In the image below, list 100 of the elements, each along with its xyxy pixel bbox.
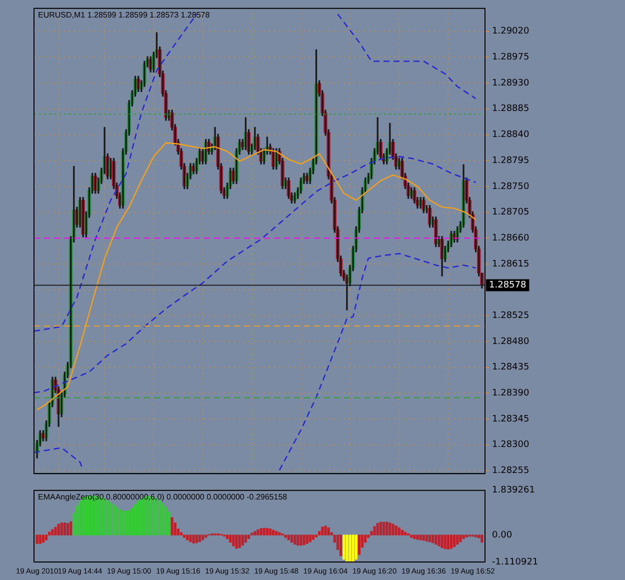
bar — [195, 534, 198, 544]
bar — [440, 534, 444, 548]
bar — [306, 534, 308, 544]
bar — [122, 510, 124, 536]
y-tick-label: 1.839261 — [492, 486, 535, 496]
y-tick-label: 1.28840 — [492, 130, 530, 140]
y-tick-label: 1.28435 — [492, 362, 530, 373]
chart-title: EURUSD,M1 1.28599 1.28599 1.28573 1.28578 — [38, 10, 210, 20]
y-tick-label: 0.00 — [492, 530, 512, 540]
y-tick-label: 1.28660 — [492, 233, 530, 244]
bar — [312, 534, 315, 540]
bar — [321, 526, 324, 536]
bar — [42, 534, 45, 543]
bar — [465, 534, 468, 538]
bar — [287, 534, 290, 540]
bar — [44, 534, 48, 540]
y-tick-label: 1.28975 — [492, 52, 530, 63]
bar — [78, 500, 82, 536]
bar — [232, 534, 235, 546]
bar — [419, 534, 422, 540]
bar — [128, 510, 130, 536]
y-tick-label: -1.110921 — [492, 557, 538, 568]
bar — [382, 522, 386, 536]
bar — [416, 534, 419, 540]
bar — [198, 534, 202, 542]
bar — [456, 534, 459, 545]
bar — [425, 534, 428, 542]
bar — [392, 524, 394, 536]
bar — [229, 534, 232, 543]
bar — [247, 534, 250, 540]
bar — [134, 504, 137, 536]
bar — [446, 534, 450, 550]
bar — [376, 523, 379, 536]
bar — [226, 534, 229, 540]
bar — [444, 534, 446, 549]
bar — [462, 534, 465, 540]
bar — [452, 534, 456, 548]
bar — [432, 534, 434, 544]
bar — [352, 534, 354, 562]
bar — [112, 504, 116, 536]
bar — [450, 534, 453, 549]
bar — [268, 528, 272, 536]
bar — [400, 530, 404, 536]
bar — [348, 534, 352, 562]
bar — [158, 500, 162, 536]
bar — [428, 534, 432, 542]
bar — [201, 534, 204, 540]
bar — [136, 500, 140, 536]
bar — [346, 534, 348, 562]
bar — [244, 534, 248, 543]
bar — [327, 527, 330, 536]
bar — [275, 531, 278, 536]
bar — [385, 522, 388, 536]
y-tick-label: 1.28885 — [492, 104, 530, 114]
bar — [398, 527, 400, 536]
bar — [339, 534, 342, 556]
bar — [342, 534, 346, 560]
bar — [266, 528, 268, 536]
bar — [183, 534, 186, 538]
bar — [354, 534, 358, 560]
bar — [272, 530, 275, 536]
bar — [434, 534, 438, 545]
bar — [66, 523, 70, 536]
y-tick-label: 1.28615 — [492, 259, 530, 270]
bar — [373, 526, 376, 536]
bar — [438, 534, 440, 546]
bar — [478, 534, 480, 538]
bar — [180, 532, 183, 536]
bar — [109, 502, 112, 536]
bar — [164, 506, 168, 536]
bar — [256, 529, 260, 536]
bar — [204, 534, 208, 538]
y-tick-label: 1.28525 — [492, 311, 530, 322]
bar — [302, 534, 306, 546]
bar — [106, 500, 109, 536]
bar — [63, 522, 66, 536]
bar — [260, 528, 262, 536]
bar — [116, 506, 118, 536]
ref-line-label: 1.28578 — [489, 280, 526, 291]
bar — [186, 534, 189, 540]
bar — [238, 534, 241, 548]
bar — [480, 534, 484, 543]
bar — [241, 534, 244, 546]
y-tick-label: 1.29020 — [492, 26, 530, 37]
bar — [474, 534, 478, 538]
bar — [278, 532, 281, 536]
y-tick-label: 1.28930 — [492, 78, 530, 88]
y-tick-label: 1.28390 — [492, 388, 530, 399]
bar — [388, 522, 392, 536]
y-tick-label: 1.28300 — [492, 440, 530, 450]
bar — [422, 534, 425, 541]
bar — [124, 510, 128, 536]
bar — [314, 534, 318, 538]
y-tick-label: 1.28705 — [492, 208, 530, 218]
bar — [162, 503, 164, 536]
bar — [410, 534, 413, 538]
bar — [394, 525, 398, 536]
bar — [413, 534, 416, 540]
bar — [189, 534, 192, 542]
y-tick-label: 1.28255 — [492, 466, 530, 476]
